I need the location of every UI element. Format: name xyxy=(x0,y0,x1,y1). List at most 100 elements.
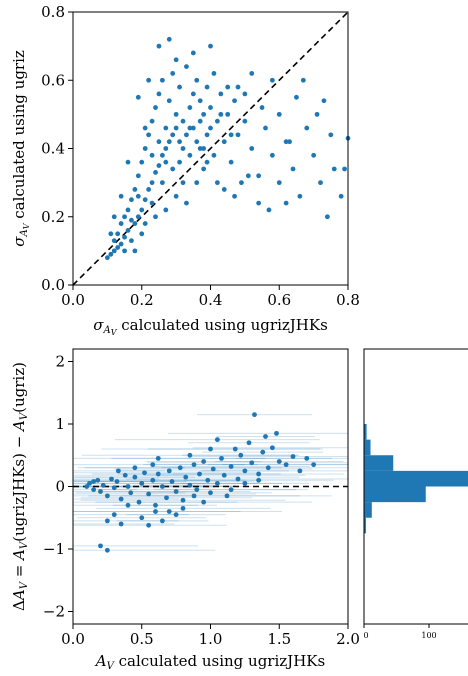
histogram-bar xyxy=(364,486,426,503)
bottom-point xyxy=(136,499,142,505)
bottom-x-tick-label: 0.0 xyxy=(61,630,85,648)
top-point xyxy=(153,214,158,220)
top-point xyxy=(225,111,231,117)
top-point xyxy=(118,193,124,199)
bottom-point xyxy=(235,476,241,482)
bottom-point xyxy=(104,547,110,553)
top-point xyxy=(170,132,176,138)
top-x-tick-label: 0.8 xyxy=(336,291,360,309)
top-point xyxy=(187,152,193,158)
bottom-point xyxy=(118,496,124,502)
bottom-point xyxy=(274,430,279,436)
top-point xyxy=(170,71,176,76)
bottom-x-tick-label: 2.0 xyxy=(336,630,360,648)
bottom-point xyxy=(246,440,252,446)
bottom-point xyxy=(263,434,268,439)
bottom-point xyxy=(166,509,172,514)
bottom-point xyxy=(125,502,131,508)
top-point xyxy=(269,152,275,158)
top-point xyxy=(139,159,145,165)
bottom-point xyxy=(297,468,303,474)
bottom-point xyxy=(146,522,152,528)
top-point xyxy=(197,98,203,104)
top-point xyxy=(249,146,255,151)
top-point xyxy=(132,248,138,254)
bottom-point xyxy=(238,452,244,458)
top-point xyxy=(163,146,169,151)
top-point xyxy=(204,132,210,138)
histogram-x-ticks: 0 100 xyxy=(363,624,437,640)
top-point xyxy=(180,180,186,186)
top-point xyxy=(263,125,268,131)
histogram-bar xyxy=(364,424,367,440)
top-point xyxy=(163,207,169,213)
bottom-point xyxy=(269,445,275,451)
top-point xyxy=(328,132,334,138)
bottom-point xyxy=(221,472,227,478)
top-point xyxy=(159,180,165,186)
bottom-y-tick-label: 2 xyxy=(55,353,65,371)
top-point xyxy=(156,163,162,168)
top-y-tick-label: 0.4 xyxy=(41,140,65,158)
histogram-x-tick-label: 0 xyxy=(363,631,368,640)
bottom-x-tick-label: 1.5 xyxy=(267,630,291,648)
bottom-point xyxy=(304,455,310,461)
top-point xyxy=(111,214,117,220)
top-point xyxy=(122,214,127,220)
top-point xyxy=(139,207,145,213)
bottom-point xyxy=(201,499,207,505)
bottom-point xyxy=(98,543,103,549)
top-point xyxy=(311,152,317,158)
top-point xyxy=(214,180,220,186)
bottom-point xyxy=(132,465,138,471)
top-point xyxy=(129,197,134,203)
bottom-point xyxy=(208,446,213,452)
bottom-point xyxy=(150,477,156,483)
bottom-x-ticks: 0.0 0.5 1.0 1.5 2.0 xyxy=(61,624,360,648)
bottom-point xyxy=(166,468,172,474)
bottom-point xyxy=(194,487,200,493)
top-point xyxy=(146,187,152,192)
bottom-point xyxy=(256,471,262,477)
bottom-point xyxy=(146,491,152,497)
top-point xyxy=(132,221,138,226)
bottom-point xyxy=(265,465,271,471)
bottom-point xyxy=(100,482,106,488)
top-point xyxy=(163,159,169,165)
bottom-point xyxy=(132,474,138,480)
top-point xyxy=(204,84,210,90)
top-point xyxy=(342,166,347,172)
bottom-point xyxy=(187,482,193,488)
top-x-tick-label: 0.6 xyxy=(267,291,291,309)
top-point xyxy=(115,231,121,237)
top-point xyxy=(108,231,114,237)
top-point xyxy=(297,193,303,199)
bottom-point xyxy=(173,489,179,494)
bottom-point xyxy=(104,493,110,499)
top-point xyxy=(156,91,162,97)
top-point xyxy=(190,50,196,56)
top-point xyxy=(218,91,224,97)
top-point xyxy=(153,169,158,175)
top-point xyxy=(249,71,255,76)
top-point xyxy=(204,159,210,165)
bottom-point xyxy=(252,412,257,418)
top-point xyxy=(194,77,200,83)
top-point xyxy=(125,207,131,213)
top-point xyxy=(173,57,179,63)
top-point xyxy=(201,111,207,117)
top-point xyxy=(256,200,262,206)
top-point xyxy=(208,105,213,110)
top-point xyxy=(153,105,158,110)
bottom-point xyxy=(197,471,202,477)
top-point xyxy=(142,146,148,151)
bottom-y-tick-label: 0 xyxy=(55,478,65,496)
top-point xyxy=(166,139,172,145)
histogram-x-tick-label: 100 xyxy=(421,631,436,640)
top-point xyxy=(135,173,141,179)
top-point xyxy=(166,98,172,104)
bottom-point xyxy=(183,474,189,480)
top-point xyxy=(321,98,327,104)
top-points xyxy=(104,36,351,261)
bottom-y-ticks: −2 −1 0 1 2 xyxy=(43,353,73,621)
